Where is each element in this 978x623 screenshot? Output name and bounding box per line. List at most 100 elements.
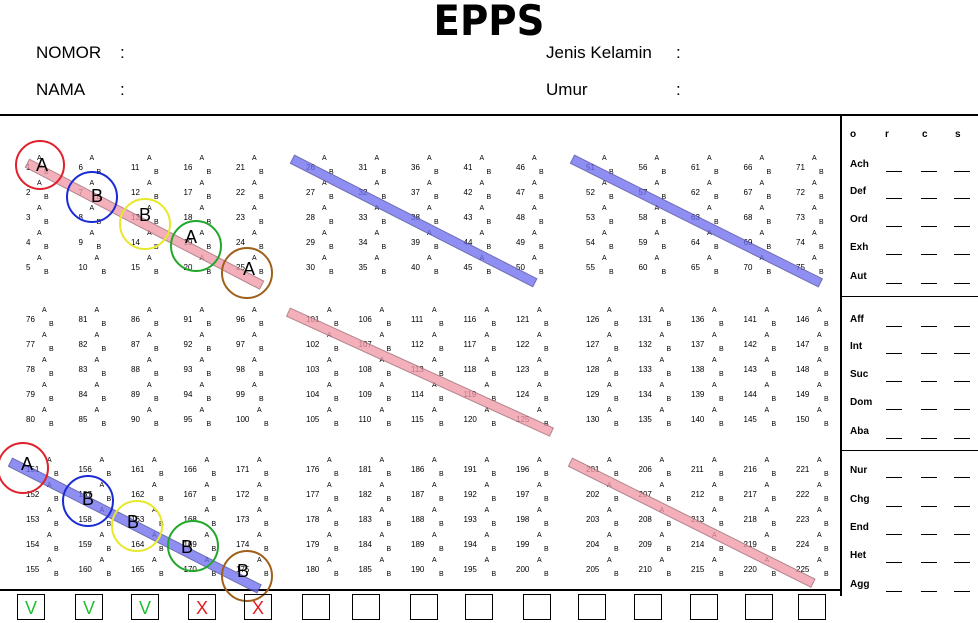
- choice-a[interactable]: A: [374, 255, 380, 262]
- choice-a[interactable]: A: [537, 382, 542, 389]
- score-blank[interactable]: [954, 506, 970, 507]
- choice-b[interactable]: B: [439, 521, 444, 528]
- item-92[interactable]: 92 A B: [184, 331, 230, 355]
- check-box-14[interactable]: [745, 594, 773, 620]
- choice-a[interactable]: A: [602, 255, 607, 262]
- item-12[interactable]: 12 A B: [131, 179, 177, 203]
- choice-b[interactable]: B: [819, 194, 824, 201]
- item-148[interactable]: 148 A B: [796, 356, 842, 380]
- choice-a[interactable]: A: [37, 255, 42, 262]
- choice-b[interactable]: B: [106, 471, 112, 478]
- choice-b[interactable]: B: [666, 496, 672, 503]
- choice-b[interactable]: B: [106, 546, 112, 553]
- score-blank[interactable]: [954, 477, 970, 478]
- item-185[interactable]: 185 A B: [359, 556, 405, 580]
- choice-b[interactable]: B: [614, 346, 619, 353]
- item-97[interactable]: 97 A B: [236, 331, 282, 355]
- choice-a[interactable]: A: [759, 180, 765, 187]
- item-103[interactable]: 103 A B: [306, 356, 352, 380]
- choice-b[interactable]: B: [54, 546, 59, 553]
- choice-b[interactable]: B: [771, 471, 777, 478]
- item-216[interactable]: 216 A B: [744, 456, 790, 480]
- choice-b[interactable]: B: [544, 346, 549, 353]
- score-blank[interactable]: [886, 326, 902, 327]
- choice-b[interactable]: B: [154, 371, 159, 378]
- score-blank[interactable]: [954, 562, 970, 563]
- item-167[interactable]: 167 A B: [184, 481, 230, 505]
- choice-a[interactable]: A: [712, 357, 717, 364]
- choice-b[interactable]: B: [491, 346, 497, 353]
- choice-a[interactable]: A: [427, 205, 432, 212]
- item-85[interactable]: 85 A B: [79, 406, 125, 430]
- choice-b[interactable]: B: [259, 194, 264, 201]
- choice-a[interactable]: A: [607, 532, 612, 539]
- score-blank[interactable]: [954, 409, 970, 410]
- item-146[interactable]: 146 A B: [796, 306, 842, 330]
- choice-b[interactable]: B: [766, 244, 772, 251]
- item-77[interactable]: 77 A B: [26, 331, 72, 355]
- choice-a[interactable]: A: [327, 357, 332, 364]
- choice-a[interactable]: A: [379, 332, 385, 339]
- choice-b[interactable]: B: [54, 521, 59, 528]
- item-124[interactable]: 124 A B: [516, 381, 562, 405]
- choice-b[interactable]: B: [719, 396, 724, 403]
- choice-b[interactable]: B: [609, 269, 614, 276]
- item-37[interactable]: 37 A B: [411, 179, 457, 203]
- choice-b[interactable]: B: [49, 321, 54, 328]
- item-93[interactable]: 93 A B: [184, 356, 230, 380]
- item-136[interactable]: 136 A B: [691, 306, 737, 330]
- choice-b[interactable]: B: [44, 244, 49, 251]
- item-99[interactable]: 99 A B: [236, 381, 282, 405]
- choice-b[interactable]: B: [719, 421, 724, 428]
- item-11[interactable]: 11 A B: [131, 154, 177, 178]
- choice-a[interactable]: A: [379, 482, 385, 489]
- check-box-13[interactable]: [690, 594, 718, 620]
- item-90[interactable]: 90 A B: [131, 406, 177, 430]
- choice-b[interactable]: B: [439, 571, 444, 578]
- choice-b[interactable]: B: [819, 269, 824, 276]
- score-blank[interactable]: [886, 254, 902, 255]
- choice-a[interactable]: A: [257, 457, 262, 464]
- choice-b[interactable]: B: [819, 169, 824, 176]
- item-35[interactable]: 35 A B: [359, 254, 405, 278]
- choice-a[interactable]: A: [379, 407, 385, 414]
- choice-a[interactable]: A: [764, 482, 770, 489]
- choice-a[interactable]: A: [152, 482, 157, 489]
- choice-a[interactable]: A: [147, 382, 152, 389]
- choice-a[interactable]: A: [764, 332, 770, 339]
- choice-a[interactable]: A: [532, 180, 537, 187]
- choice-b[interactable]: B: [154, 396, 159, 403]
- item-83[interactable]: 83 A B: [79, 356, 125, 380]
- choice-b[interactable]: B: [154, 321, 159, 328]
- check-box-1[interactable]: V: [17, 594, 45, 620]
- score-blank[interactable]: [921, 381, 937, 382]
- choice-a[interactable]: A: [654, 155, 660, 162]
- item-212[interactable]: 212 A B: [691, 481, 737, 505]
- choice-a[interactable]: A: [484, 382, 490, 389]
- choice-b[interactable]: B: [154, 244, 159, 251]
- item-17[interactable]: 17 A B: [184, 179, 230, 203]
- choice-a[interactable]: A: [147, 357, 152, 364]
- item-47[interactable]: 47 A B: [516, 179, 562, 203]
- choice-a[interactable]: A: [484, 482, 490, 489]
- choice-a[interactable]: A: [89, 230, 95, 237]
- choice-b[interactable]: B: [824, 571, 829, 578]
- choice-a[interactable]: A: [479, 155, 485, 162]
- score-blank[interactable]: [886, 438, 902, 439]
- item-100[interactable]: 100 A B: [236, 406, 282, 430]
- choice-b[interactable]: B: [264, 496, 269, 503]
- choice-a[interactable]: A: [257, 407, 262, 414]
- item-112[interactable]: 112 A B: [411, 331, 457, 355]
- item-139[interactable]: 139 A B: [691, 381, 737, 405]
- choice-b[interactable]: B: [334, 321, 339, 328]
- choice-b[interactable]: B: [614, 496, 619, 503]
- choice-b[interactable]: B: [159, 546, 164, 553]
- item-195[interactable]: 195 A B: [464, 556, 510, 580]
- choice-b[interactable]: B: [159, 471, 164, 478]
- item-137[interactable]: 137 A B: [691, 331, 737, 355]
- item-87[interactable]: 87 A B: [131, 331, 177, 355]
- item-76[interactable]: 76 A B: [26, 306, 72, 330]
- choice-a[interactable]: A: [427, 155, 432, 162]
- item-66[interactable]: 66 A B: [744, 154, 790, 178]
- choice-a[interactable]: A: [659, 557, 665, 564]
